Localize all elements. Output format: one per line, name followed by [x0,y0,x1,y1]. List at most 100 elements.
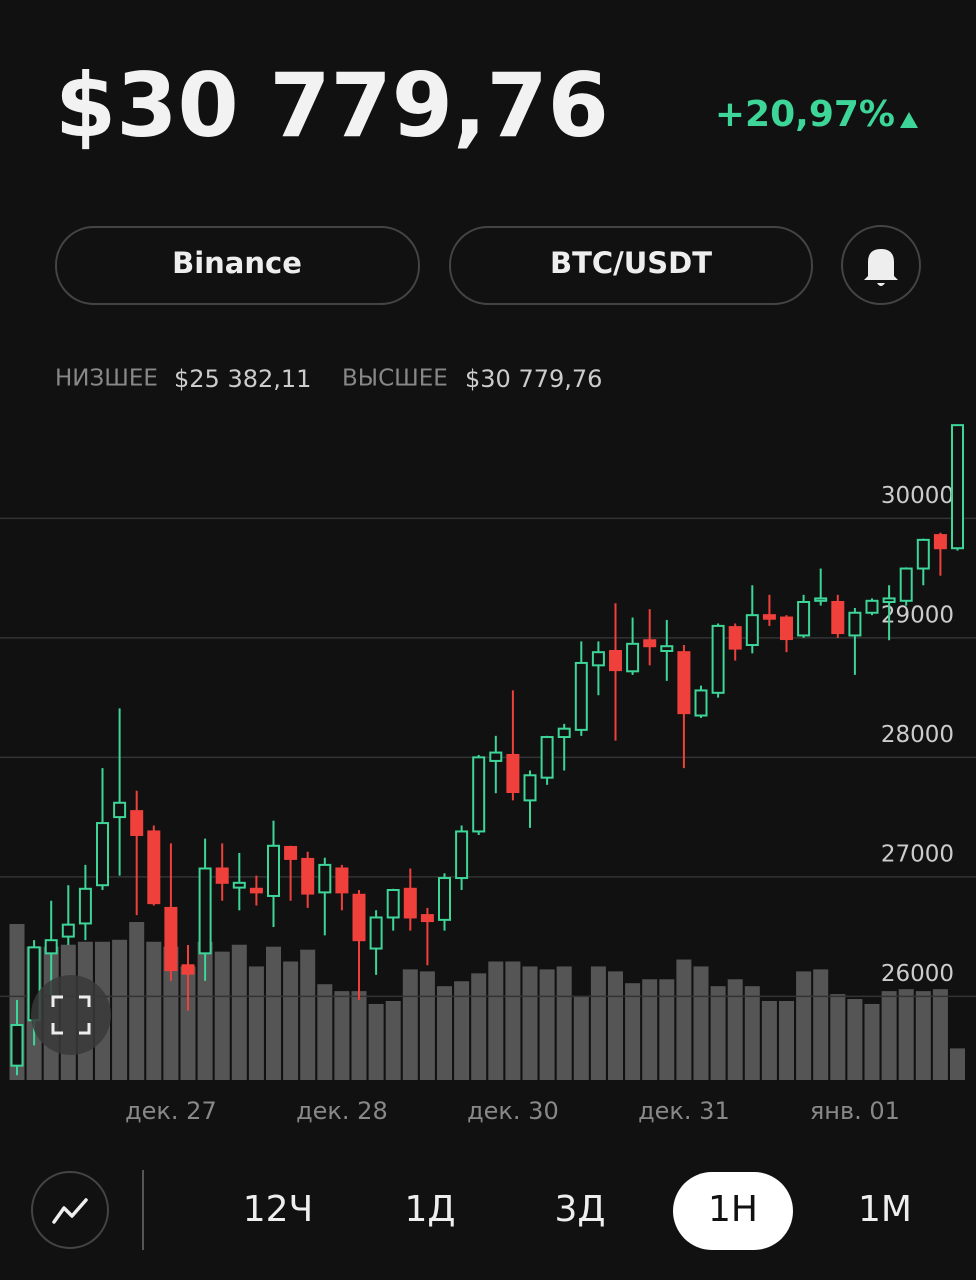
volume-bar [779,1001,794,1080]
pair[interactable]: BTC/USDT [550,246,712,280]
bell-icon[interactable] [864,249,898,286]
candle-body [352,893,366,942]
volume-bar [556,966,572,1080]
timeframe-tabs: 12Ч 1Д 3Д 1Н 1М [243,1172,912,1250]
candle-body [301,857,315,895]
volume-bar [402,969,418,1080]
y-tick-label: 30000 [881,483,954,509]
candle-body [711,624,725,694]
active-tab[interactable] [673,1172,793,1250]
alert-button[interactable] [841,225,921,305]
candle-body [96,822,109,887]
low-value: $25 382,11 [174,365,311,393]
candle-body [523,774,537,802]
candle-body [899,567,913,602]
timeframe-tab[interactable]: 1Н [708,1189,758,1230]
low-label: НИЗШЕЕ [55,366,158,392]
volume-bar [608,971,623,1080]
candle-body [951,424,964,550]
volume-bar [129,922,145,1080]
circle[interactable] [841,225,921,305]
pill[interactable] [449,226,813,305]
circle[interactable] [31,1171,109,1249]
candle-body [249,887,263,894]
volume-bar [471,973,487,1080]
candle-body [403,887,417,919]
candle-body [506,753,520,794]
exchange-button[interactable]: Binance [55,226,420,305]
y-tick-label: 29000 [881,602,954,628]
y-tick-label: 28000 [881,722,954,748]
x-tick-label: дек. 30 [467,1097,559,1125]
candle-body [865,599,879,614]
x-tick-label: дек. 28 [296,1097,388,1125]
timeframe-tab[interactable]: 12Ч [243,1189,314,1230]
candle-body [44,939,58,955]
timeframe-tab[interactable]: 1Д [404,1189,455,1230]
volume-bar [231,944,247,1080]
candle-body [643,639,657,648]
timeframe-tab[interactable]: 3Д [554,1189,605,1230]
candle-body [232,881,246,889]
volume-bar [163,946,179,1080]
candle-body [369,916,383,950]
volume-bar [180,966,196,1080]
volume-bar [317,984,333,1080]
candle-body [472,756,486,833]
line-icon[interactable] [52,1198,88,1224]
fullscreen-icon[interactable] [51,995,91,1035]
volume-bar [813,969,829,1080]
volume-bar [385,1001,401,1080]
volume-bar [693,966,709,1080]
candle-body [916,538,930,570]
exchange[interactable]: Binance [172,246,302,280]
y-tick-label: 27000 [881,841,954,867]
x-tick-label: янв. 01 [810,1097,900,1125]
volume-bar [146,941,162,1080]
candle-body [10,1024,24,1067]
candle-body [181,964,195,975]
volume-bar [573,996,589,1080]
candle-body [438,877,451,921]
timeframe-tab[interactable]: 1М [858,1189,912,1230]
volume-bar [796,971,812,1080]
high-label: ВЫСШЕЕ [342,366,448,392]
candle-body [420,914,434,923]
chart-type-button[interactable] [31,1171,109,1249]
volume-bar [744,986,760,1080]
candle-body [831,601,845,635]
candle-body [745,614,759,647]
volume-bar [761,1001,777,1080]
volume-bar [454,981,470,1080]
volume-bar [539,969,555,1080]
candle-body [660,645,674,652]
candle-body [335,867,349,894]
candle-body [557,727,571,739]
volume-bar [830,994,846,1080]
candle-body [540,736,554,779]
volume-bar [368,1003,384,1080]
fullscreen-button[interactable] [31,975,111,1055]
candle-body [780,616,793,641]
pill[interactable] [55,226,420,305]
price: $30 779,76 [55,54,609,157]
volume-bar [488,961,504,1080]
volume-bar [727,979,743,1080]
x-tick-label: дек. 27 [125,1097,217,1125]
pair-button[interactable]: BTC/USDT [449,226,813,305]
volume-bar [197,941,213,1080]
up-arrow [900,112,918,128]
volume-bar [950,1048,965,1080]
candle-body [489,751,503,762]
candle-body [113,801,127,819]
volume-bar [351,991,367,1080]
candle-body [130,810,144,837]
volume-bar [659,979,675,1080]
chart: 26000 27000 28000 29000 30000 дек. 27 дек. 28 д… [0,424,976,1125]
volume-bar [283,961,299,1080]
circle[interactable] [31,975,111,1055]
volume-bar [642,979,658,1080]
